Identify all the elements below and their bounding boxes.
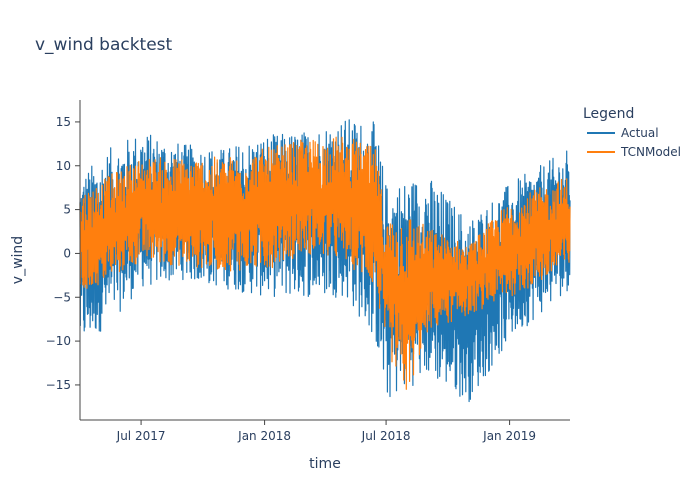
x-tick-label: Jul 2017	[116, 429, 166, 443]
plot-area	[79, 119, 571, 403]
y-tick-label: −10	[46, 334, 71, 348]
legend-label-tcnmodel: TCNModel	[620, 145, 681, 159]
x-axis-title: time	[309, 456, 341, 472]
chart-title: v_wind backtest	[35, 35, 173, 55]
y-tick-label: −5	[53, 290, 71, 304]
y-tick-label: 15	[56, 115, 71, 129]
x-tick-label: Jul 2018	[361, 429, 411, 443]
series-line-tcnmodel	[79, 136, 571, 390]
legend-label-actual: Actual	[621, 126, 659, 140]
y-tick-label: 0	[63, 246, 71, 260]
legend-item-actual[interactable]: Actual	[587, 126, 659, 140]
y-tick-label: −15	[46, 378, 71, 392]
y-tick-label: 5	[63, 203, 71, 217]
x-tick-label: Jan 2019	[482, 429, 536, 443]
legend-title: Legend	[583, 106, 634, 122]
y-axis-title: v_wind	[10, 236, 26, 284]
y-axis: 15 10 5 0 −5 −10 −15	[46, 100, 81, 420]
x-tick-label: Jan 2018	[237, 429, 291, 443]
legend[interactable]: Legend Actual TCNModel	[583, 106, 681, 159]
x-axis: Jul 2017 Jan 2018 Jul 2018 Jan 2019	[80, 419, 570, 443]
legend-item-tcnmodel[interactable]: TCNModel	[587, 145, 681, 159]
y-tick-label: 10	[56, 159, 71, 173]
